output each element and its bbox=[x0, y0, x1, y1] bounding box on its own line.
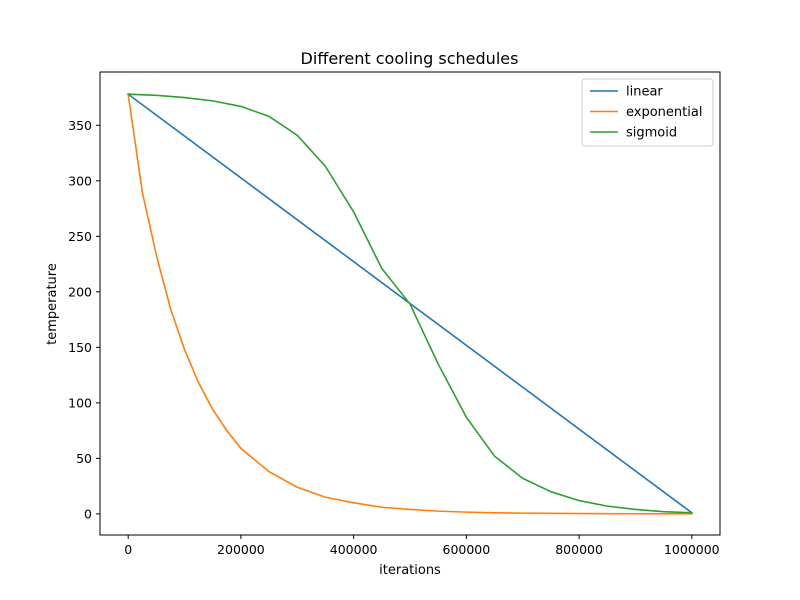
legend-label-sigmoid: sigmoid bbox=[626, 126, 677, 141]
y-axis-label: temperature bbox=[45, 263, 60, 345]
x-tick-label: 400000 bbox=[330, 542, 378, 557]
y-axis-ticks: 0 50 100 150 200 250 300 350 bbox=[68, 118, 100, 521]
y-tick-label: 100 bbox=[68, 395, 92, 410]
x-tick-label: 1000000 bbox=[664, 542, 720, 557]
x-tick-label: 200000 bbox=[217, 542, 265, 557]
legend-label-linear: linear bbox=[626, 85, 663, 100]
legend: linear exponential sigmoid bbox=[581, 78, 714, 147]
x-tick-label: 600000 bbox=[443, 542, 491, 557]
y-tick-label: 350 bbox=[68, 118, 92, 133]
series-line-exponential bbox=[127, 93, 693, 515]
legend-label-exponential: exponential bbox=[626, 105, 702, 120]
y-tick-label: 150 bbox=[68, 340, 92, 355]
y-tick-label: 250 bbox=[68, 229, 92, 244]
chart-title: Different cooling schedules bbox=[301, 49, 519, 68]
x-tick-label: 0 bbox=[124, 542, 132, 557]
y-tick-label: 0 bbox=[84, 506, 92, 521]
plot-lines bbox=[127, 93, 693, 515]
x-axis-label: iterations bbox=[379, 563, 441, 578]
plot-frame bbox=[99, 71, 721, 536]
x-axis-ticks: 0 200000 400000 600000 800000 1000000 bbox=[124, 535, 720, 557]
x-tick-label: 800000 bbox=[555, 542, 603, 557]
y-tick-label: 300 bbox=[68, 173, 92, 188]
series-line-sigmoid bbox=[127, 93, 693, 514]
legend-box bbox=[581, 78, 714, 147]
y-tick-label: 200 bbox=[68, 284, 92, 299]
y-tick-label: 50 bbox=[76, 451, 92, 466]
